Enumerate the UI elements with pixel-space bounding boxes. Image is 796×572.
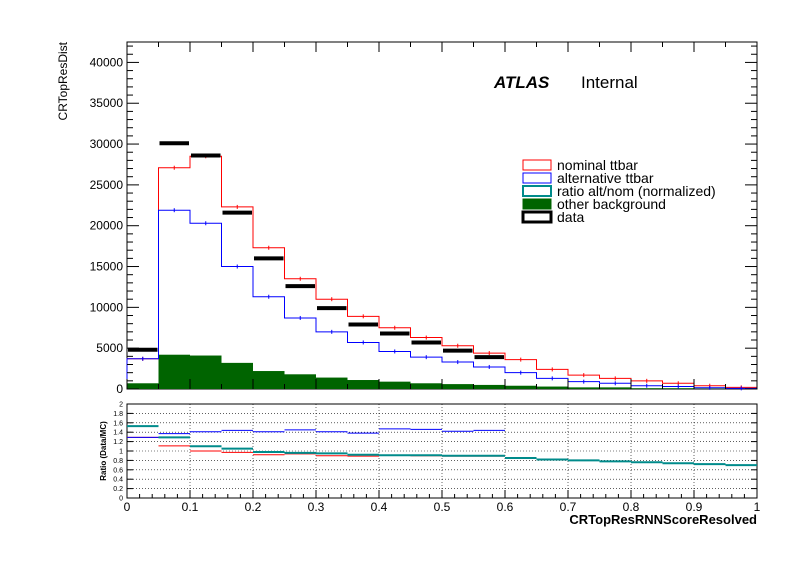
- x-tick-label: 1: [754, 500, 761, 514]
- legend-label: data: [557, 209, 584, 225]
- main-histogram-panel: 0 5000 10000 15000 20000 25000 30000 35000 40000…: [56, 41, 758, 396]
- other-background-bar: [158, 354, 190, 389]
- y-tick-label: 15000: [90, 260, 124, 274]
- x-tick-label: 0.4: [371, 500, 388, 514]
- alternative-ttbar-histogram: [126, 209, 757, 389]
- main-y-axis: 0 5000 10000 15000 20000 25000 30000 35000 40000: [90, 45, 757, 396]
- other-background-bar: [599, 387, 631, 389]
- other-background-bar: [190, 355, 222, 389]
- other-background-bar: [316, 377, 348, 389]
- y-tick-label: 35000: [90, 96, 124, 110]
- y-tick-label: 5000: [96, 341, 123, 355]
- ratio-y-tick-label: 1: [119, 449, 123, 456]
- other-background-bar: [568, 387, 600, 389]
- y-tick-label: 40000: [90, 55, 124, 69]
- ratio-y-tick-label: 0.4: [113, 477, 123, 484]
- x-tick-label: 0.1: [182, 500, 199, 514]
- x-tick-label: 0.2: [245, 500, 262, 514]
- atlas-label: ATLAS: [493, 73, 550, 92]
- x-tick-label: 0.5: [434, 500, 451, 514]
- ratio-x-axis: 0 0.1 0.2 0.3 0.4 0.5 0.6 0.7 0.8 0.9 1: [124, 490, 761, 514]
- legend-swatch: [522, 198, 552, 210]
- other-background-bar: [253, 371, 285, 389]
- other-background-bar: [473, 384, 505, 389]
- other-background-bar: [442, 384, 474, 389]
- y-tick-label: 0: [116, 382, 123, 396]
- data-markers-group: [128, 141, 504, 360]
- y-tick-label: 10000: [90, 300, 124, 314]
- histogram-lines-group: [126, 154, 757, 391]
- x-tick-label: 0.9: [686, 500, 703, 514]
- legend-label: alternative ttbar: [557, 170, 654, 186]
- ratio-y-tick-label: 0: [119, 496, 123, 503]
- main-y-axis-label: CRTopResDist: [56, 41, 70, 120]
- other-background-bar: [536, 386, 568, 389]
- y-tick-label: 20000: [90, 219, 124, 233]
- x-axis-label: CRTopResRNNScoreResolved: [569, 512, 757, 527]
- legend-label: other background: [557, 196, 666, 212]
- legend-label: nominal ttbar: [557, 157, 638, 173]
- other-background-bar: [505, 385, 537, 389]
- other-background-bar: [662, 388, 694, 389]
- internal-label: Internal: [581, 73, 638, 92]
- ratio-y-tick-label: 0.6: [113, 467, 123, 474]
- legend-swatch: [522, 159, 552, 171]
- other-background-bar: [347, 380, 379, 389]
- ratio-y-tick-label: 0.8: [113, 458, 123, 465]
- legend-swatch: [522, 172, 552, 184]
- x-tick-label: 0.3: [308, 500, 325, 514]
- y-tick-label: 30000: [90, 137, 124, 151]
- ratio-y-tick-label: 1.4: [113, 430, 123, 437]
- other-background-bar: [284, 374, 316, 389]
- x-tick-label: 0.6: [497, 500, 514, 514]
- other-background-bar: [221, 362, 253, 389]
- other-background-bar: [631, 388, 663, 389]
- main-plot-frame: [126, 41, 758, 390]
- ratio-y-axis-label: Ratio (Data/MC): [99, 421, 108, 481]
- ratio-panel: 00.20.40.60.811.21.41.61.82 0 0.1 0.2 0.3 0.…: [99, 402, 761, 528]
- legend-swatch: [521, 210, 553, 224]
- ratio-y-tick-label: 1.2: [113, 439, 123, 446]
- x-tick-label: 0.8: [623, 500, 640, 514]
- main-x-ticks: [126, 42, 758, 389]
- legend-label: ratio alt/nom (normalized): [557, 183, 716, 199]
- other-background-bar: [410, 383, 442, 389]
- ratio-y-tick-label: 2: [119, 402, 123, 409]
- other-background-bar: [379, 381, 411, 389]
- ratio-y-tick-label: 1.8: [113, 411, 123, 418]
- legend-swatch: [522, 185, 552, 197]
- other-background-fill-group: [127, 354, 757, 389]
- other-background-bar: [127, 383, 159, 389]
- x-tick-label: 0: [124, 500, 131, 514]
- ratio-lines-group: [127, 425, 757, 467]
- x-tick-label: 0.7: [560, 500, 577, 514]
- ratio-y-axis: 0 0.2 0.4 0.6 0.8 1 1.2 1.4 1.6 1.8 2: [113, 402, 757, 503]
- ratio-y-tick-label: 1.6: [113, 420, 123, 427]
- ratio-y-tick-label: 0.2: [113, 486, 123, 493]
- y-tick-label: 25000: [90, 178, 124, 192]
- nominal-ttbar-histogram: [126, 155, 757, 389]
